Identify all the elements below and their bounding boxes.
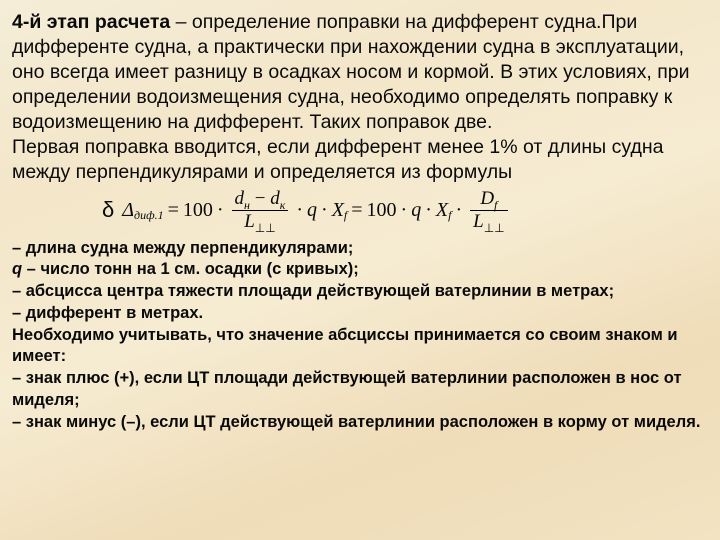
def-plus: – знак плюс (+), если ЦТ площади действу… xyxy=(12,368,704,412)
dot5: · xyxy=(425,199,432,222)
def-L: – длина судна между перпендикулярами; xyxy=(12,238,704,260)
def-q: – число тонн на 1 см. осадки (с кривых); xyxy=(22,260,359,278)
def-minus: – знак минус (–), если ЦТ действующей ва… xyxy=(12,412,704,434)
def-note: Необходимо учитывать, что значение абсци… xyxy=(12,325,704,369)
L1: L xyxy=(244,211,255,232)
sub-dif1: диф.1 xyxy=(134,208,164,223)
intro-second: Первая поправка вводится, если дифферент… xyxy=(12,136,663,183)
eq2: = xyxy=(351,199,362,222)
L1-sub: ⊥⊥ xyxy=(255,221,276,235)
definitions-block: – длина судна между перпендикулярами; q … xyxy=(12,238,704,434)
intro-paragraph: 4-й этап расчета – определение поправки … xyxy=(12,10,704,185)
minus1: − xyxy=(255,188,266,209)
dk-sub: к xyxy=(280,198,286,212)
sym-Delta: Δ xyxy=(122,199,134,222)
delta-label: δ xyxy=(102,197,114,223)
dn-sub: н xyxy=(244,198,250,212)
dk: d xyxy=(270,188,280,209)
L2-sub: ⊥⊥ xyxy=(484,221,505,235)
def-trim: – дифферент в метрах. xyxy=(12,303,704,325)
dot2: · xyxy=(296,199,303,222)
X1: X xyxy=(332,199,344,222)
frac1: dн − dк L⊥⊥ xyxy=(232,189,289,232)
stage-title: 4-й этап расчета xyxy=(12,11,170,33)
L2: L xyxy=(473,211,484,232)
q1: q xyxy=(307,199,317,222)
Xsub2: f xyxy=(448,208,451,223)
dot1: · xyxy=(217,199,224,222)
def-q-sym: q xyxy=(12,260,22,278)
formula-row: δ Δдиф.1 = 100 · dн − dк L⊥⊥ · q · Xf = … xyxy=(12,189,704,232)
q2: q xyxy=(411,199,421,222)
Xsub1: f xyxy=(344,208,347,223)
Df: D xyxy=(480,188,494,209)
dn: d xyxy=(235,188,245,209)
frac2: Df L⊥⊥ xyxy=(470,189,507,232)
eq1: = xyxy=(168,199,179,222)
formula: Δдиф.1 = 100 · dн − dк L⊥⊥ · q · Xf = 10… xyxy=(122,189,511,232)
def-q-row: q – число тонн на 1 см. осадки (с кривых… xyxy=(12,259,704,281)
def-abscissa: – абсцисса центра тяжести площади действ… xyxy=(12,281,704,303)
dot4: · xyxy=(401,199,408,222)
dot6: · xyxy=(455,199,462,222)
dot3: · xyxy=(321,199,328,222)
n100b: 100 xyxy=(367,199,397,222)
X2: X xyxy=(436,199,448,222)
n100a: 100 xyxy=(183,199,213,222)
Df-sub: f xyxy=(494,198,497,212)
